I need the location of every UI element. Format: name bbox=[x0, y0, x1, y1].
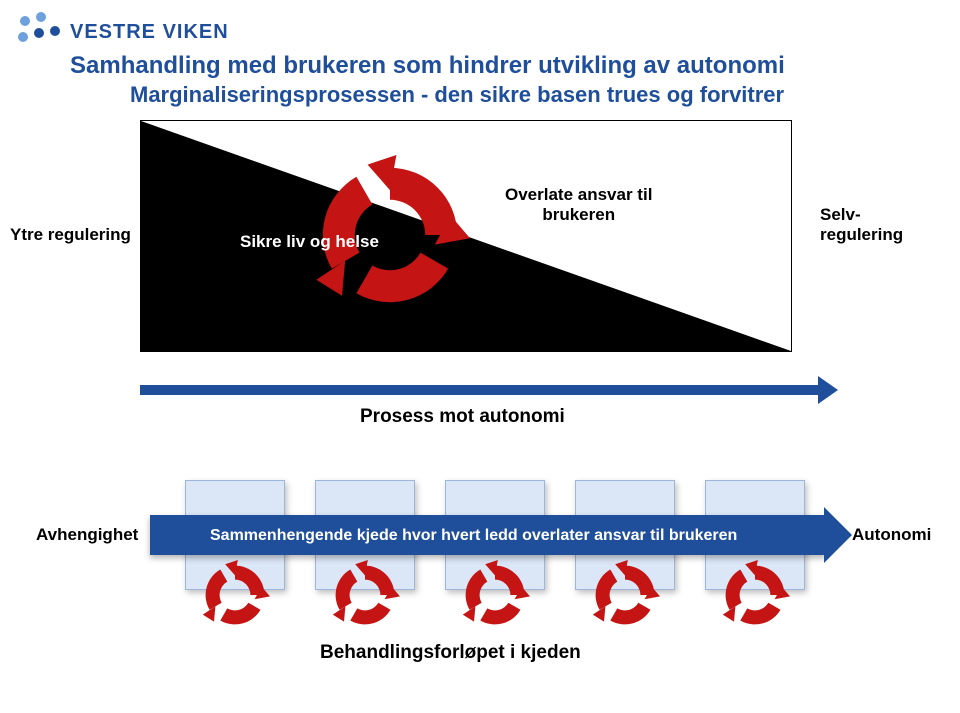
brand-logo: VESTRE VIKEN bbox=[18, 12, 229, 52]
slide-subtitle: Marginaliseringsprosessen - den sikre ba… bbox=[130, 82, 784, 108]
logo-dots bbox=[18, 12, 64, 52]
right-axis-label: Selv- regulering bbox=[820, 205, 903, 245]
bottom-label: Behandlingsforløpet i kjeden bbox=[320, 642, 581, 664]
cycle-icon bbox=[330, 560, 400, 630]
slide-title: Samhandling med brukeren som hindrer utv… bbox=[70, 52, 785, 80]
process-arrow bbox=[140, 385, 820, 395]
cycle-icon bbox=[200, 560, 270, 630]
process-label: Prosess mot autonomi bbox=[360, 406, 565, 428]
inner-right-line2: brukeren bbox=[542, 205, 615, 224]
chain-arrow-label: Sammenhengende kjede hvor hvert ledd ove… bbox=[210, 527, 737, 545]
cycle-icon bbox=[590, 560, 660, 630]
dependency-label: Avhengighet bbox=[36, 525, 138, 545]
right-axis-line2: regulering bbox=[820, 225, 903, 244]
autonomy-label: Autonomi bbox=[852, 525, 931, 545]
inner-right-label: Overlate ansvar til brukeren bbox=[505, 185, 652, 225]
brand-text: VESTRE VIKEN bbox=[70, 21, 229, 44]
left-axis-label: Ytre regulering bbox=[10, 225, 131, 245]
cycle-icon bbox=[460, 560, 530, 630]
inner-right-line1: Overlate ansvar til bbox=[505, 185, 652, 204]
inner-left-label: Sikre liv og helse bbox=[240, 232, 379, 252]
right-axis-line1: Selv- bbox=[820, 205, 861, 224]
cycle-icon bbox=[720, 560, 790, 630]
